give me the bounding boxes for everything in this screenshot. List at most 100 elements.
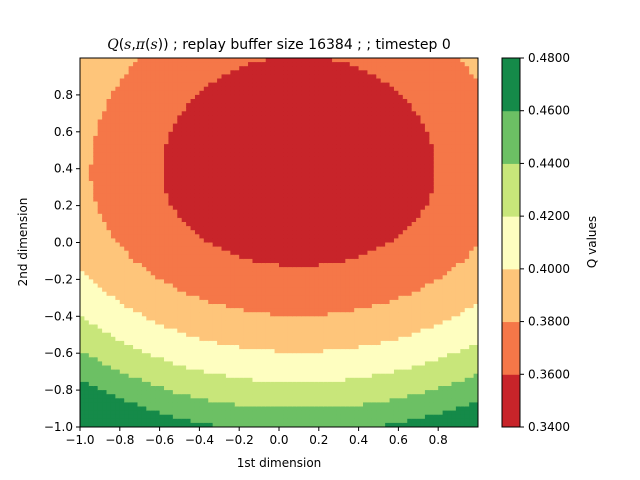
contour-cell [230, 291, 236, 297]
contour-cell [270, 176, 276, 182]
contour-cell [270, 209, 276, 215]
contour-cell [119, 99, 125, 104]
contour-cell [323, 197, 329, 203]
contour-cell [234, 398, 240, 403]
contour-cell [221, 283, 227, 289]
contour-cell [208, 353, 214, 358]
contour-cell [314, 103, 320, 108]
contour-cell [155, 390, 161, 395]
contour-cell [110, 357, 116, 362]
contour-cell [217, 107, 223, 112]
contour-cell [221, 381, 227, 387]
contour-cell [239, 127, 245, 133]
contour-cell [168, 74, 174, 80]
contour-cell [248, 217, 254, 223]
contour-cell [128, 418, 134, 424]
contour-cell [190, 381, 196, 387]
contour-cell [314, 90, 320, 96]
contour-cell [225, 369, 231, 375]
contour-cell [270, 86, 276, 92]
contour-cell [106, 230, 112, 235]
contour-cell [234, 336, 240, 342]
contour-cell [115, 308, 121, 313]
contour-cell [124, 234, 130, 239]
contour-cell [146, 402, 152, 408]
contour-cell [225, 172, 231, 178]
contour-cell [203, 82, 209, 88]
contour-cell [234, 70, 240, 75]
contour-cell [243, 119, 249, 125]
contour-cell [137, 99, 143, 104]
contour-cell [230, 345, 236, 350]
contour-cell [305, 62, 311, 67]
contour-cell [208, 148, 214, 153]
contour-cell [137, 127, 143, 133]
contour-cell [243, 176, 249, 182]
contour-cell [146, 205, 152, 211]
contour-cell [217, 197, 223, 203]
contour-cell [239, 386, 245, 391]
contour-cell [141, 340, 147, 346]
contour-cell [84, 246, 90, 252]
contour-cell [323, 172, 329, 178]
contour-cell [102, 324, 108, 330]
contour-cell [199, 66, 205, 71]
contour-cell [168, 205, 174, 211]
contour-cell [97, 336, 103, 342]
contour-cell [234, 369, 240, 375]
contour-cell [199, 193, 205, 198]
contour-cell [314, 172, 320, 178]
contour-cell [137, 205, 143, 211]
contour-cell [279, 390, 285, 395]
contour-cell [212, 386, 218, 391]
contour-cell [256, 328, 262, 334]
contour-cell [208, 291, 214, 297]
contour-cell [186, 160, 192, 166]
contour-cell [225, 332, 231, 338]
contour-cell [194, 258, 200, 264]
contour-cell [106, 361, 112, 367]
contour-cell [203, 295, 209, 301]
contour-cell [88, 127, 94, 133]
contour-cell [164, 213, 170, 219]
contour-cell [97, 279, 103, 285]
contour-cell [234, 164, 240, 170]
contour-cell [194, 148, 200, 153]
contour-cell [314, 107, 320, 112]
contour-cell [270, 410, 276, 416]
contour-cell [239, 418, 245, 424]
contour-cell [323, 140, 329, 145]
contour-cell [203, 258, 209, 264]
contour-cell [181, 152, 187, 157]
contour-cell [146, 164, 152, 170]
contour-cell [84, 365, 90, 371]
contour-cell [97, 246, 103, 252]
contour-cell [168, 197, 174, 203]
contour-cell [225, 82, 231, 88]
contour-cell [283, 386, 289, 391]
contour-cell [279, 328, 285, 334]
contour-cell [296, 234, 302, 239]
contour-cell [292, 377, 298, 383]
contour-cell [115, 74, 121, 80]
contour-cell [265, 62, 271, 67]
contour-cell [301, 340, 307, 346]
contour-cell [296, 156, 302, 162]
contour-cell [252, 90, 258, 96]
contour-cell [186, 135, 192, 141]
contour-cell [274, 373, 280, 379]
contour-cell [256, 398, 262, 403]
contour-cell [84, 377, 90, 383]
contour-cell [225, 176, 231, 182]
contour-cell [287, 320, 293, 326]
contour-cell [287, 394, 293, 399]
contour-cell [141, 193, 147, 198]
contour-cell [274, 394, 280, 399]
contour-cell [146, 263, 152, 268]
contour-cell [270, 115, 276, 121]
contour-cell [93, 275, 99, 280]
contour-cell [80, 394, 86, 399]
contour-cell [150, 254, 156, 260]
contour-cell [141, 263, 147, 268]
contour-cell [261, 353, 267, 358]
